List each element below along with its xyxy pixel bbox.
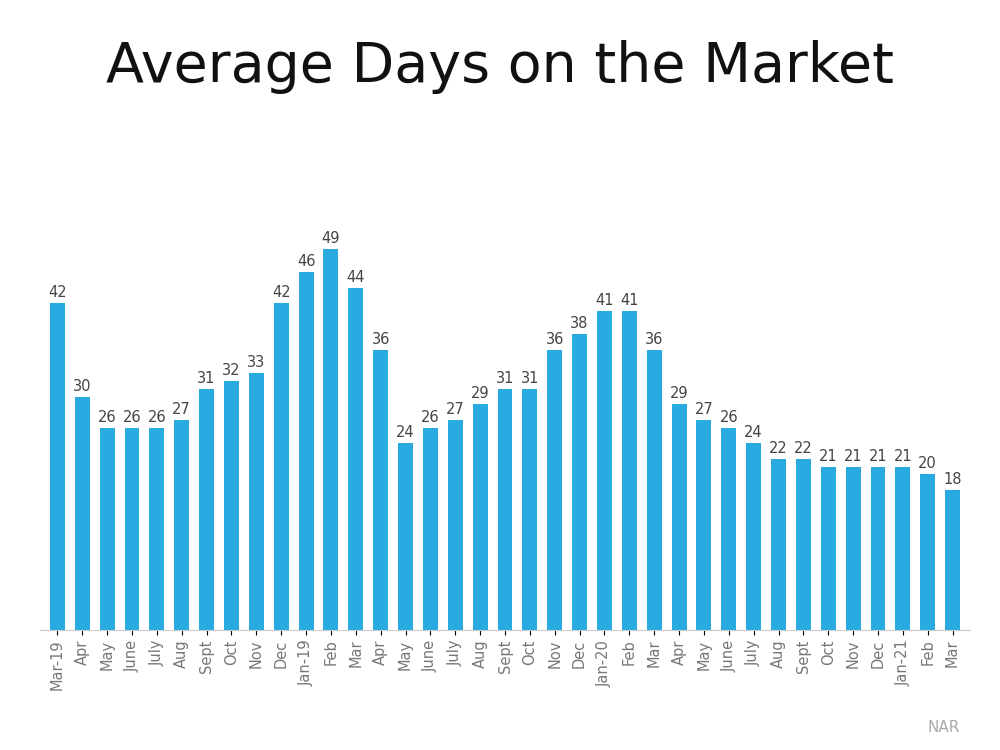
Bar: [622, 311, 637, 630]
Text: 49: 49: [322, 231, 340, 246]
Text: 32: 32: [222, 363, 241, 378]
Text: 24: 24: [396, 425, 415, 440]
Bar: [174, 420, 189, 630]
Bar: [796, 459, 811, 630]
Text: 22: 22: [794, 441, 813, 456]
Text: 26: 26: [421, 410, 440, 424]
Text: 21: 21: [819, 448, 838, 464]
Bar: [50, 303, 65, 630]
Bar: [871, 466, 885, 630]
Bar: [498, 388, 512, 630]
Text: 22: 22: [769, 441, 788, 456]
Bar: [771, 459, 786, 630]
Bar: [945, 490, 960, 630]
Bar: [373, 350, 388, 630]
Bar: [323, 249, 338, 630]
Text: 29: 29: [670, 386, 688, 401]
Text: 26: 26: [719, 410, 738, 424]
Text: Average Days on the Market: Average Days on the Market: [106, 40, 894, 94]
Text: NAR: NAR: [928, 720, 960, 735]
Bar: [348, 288, 363, 630]
Bar: [597, 311, 612, 630]
Text: 21: 21: [869, 448, 887, 464]
Bar: [895, 466, 910, 630]
Text: 44: 44: [347, 270, 365, 285]
Text: 27: 27: [446, 402, 465, 417]
Bar: [846, 466, 861, 630]
Bar: [100, 427, 115, 630]
Text: 21: 21: [894, 448, 912, 464]
Text: 42: 42: [272, 285, 291, 300]
Text: 26: 26: [123, 410, 141, 424]
Bar: [398, 443, 413, 630]
Text: 27: 27: [695, 402, 713, 417]
Text: 42: 42: [48, 285, 67, 300]
Bar: [224, 381, 239, 630]
Bar: [721, 427, 736, 630]
Text: 18: 18: [943, 472, 962, 487]
Bar: [149, 427, 164, 630]
Text: 36: 36: [645, 332, 663, 346]
Bar: [547, 350, 562, 630]
Bar: [746, 443, 761, 630]
Bar: [299, 272, 314, 630]
Bar: [647, 350, 662, 630]
Text: 20: 20: [918, 456, 937, 471]
Text: 27: 27: [172, 402, 191, 417]
Text: 30: 30: [73, 379, 92, 394]
Bar: [125, 427, 139, 630]
Text: 41: 41: [595, 293, 614, 308]
Bar: [821, 466, 836, 630]
Text: 36: 36: [371, 332, 390, 346]
Text: 29: 29: [471, 386, 489, 401]
Bar: [473, 404, 488, 630]
Text: 41: 41: [620, 293, 639, 308]
Text: 46: 46: [297, 254, 315, 269]
Bar: [423, 427, 438, 630]
Bar: [696, 420, 711, 630]
Bar: [199, 388, 214, 630]
Text: 31: 31: [521, 370, 539, 386]
Bar: [448, 420, 463, 630]
Text: 24: 24: [744, 425, 763, 440]
Bar: [274, 303, 289, 630]
Bar: [249, 374, 264, 630]
Text: 31: 31: [496, 370, 514, 386]
Bar: [572, 334, 587, 630]
Text: 26: 26: [148, 410, 166, 424]
Bar: [75, 397, 90, 630]
Text: 31: 31: [197, 370, 216, 386]
Text: 21: 21: [844, 448, 862, 464]
Bar: [672, 404, 687, 630]
Text: 38: 38: [570, 316, 589, 332]
Text: 36: 36: [546, 332, 564, 346]
Text: 33: 33: [247, 356, 265, 370]
Text: 26: 26: [98, 410, 116, 424]
Bar: [920, 475, 935, 630]
Bar: [522, 388, 537, 630]
